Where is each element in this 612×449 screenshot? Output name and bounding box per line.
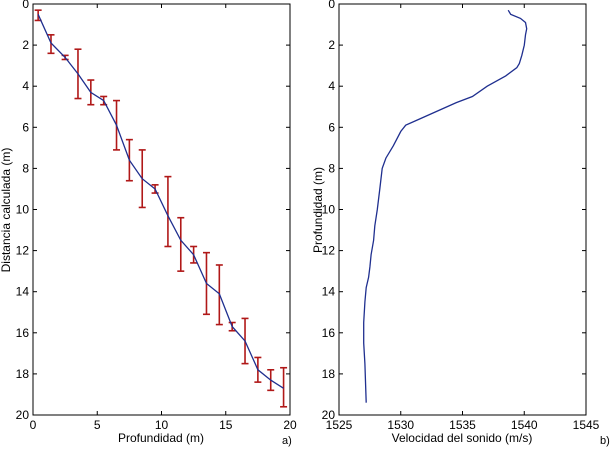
panel-b-x-axis-label: Velocidad del sonido (m/s): [392, 431, 533, 445]
panel-b-y-tick-label: 2: [328, 38, 335, 52]
panel-a-y-tick-label: 20: [16, 408, 30, 422]
panel-a-chart: Profundidad (m) Distancia calculada (m) …: [0, 0, 297, 447]
panel-a-x-tick-label: 20: [283, 418, 297, 432]
panel-a-x-axis-label: Profundidad (m): [118, 431, 204, 445]
panel-b-chart: Velocidad del sonido (m/s) Profundidad (…: [311, 0, 610, 447]
panel-a-error-bar: [164, 175, 172, 248]
panel-b-y-tick-label: 6: [328, 120, 335, 134]
panel-a-x-tick-label: 0: [30, 418, 37, 432]
panel-a-series-line: [37, 14, 284, 389]
panel-b-y-tick-label: 8: [328, 161, 335, 175]
panel-b-y-tick-label: 20: [322, 408, 336, 422]
panel-a-y-tick-label: 8: [22, 161, 29, 175]
panel-b-x-tick-label: 1525: [326, 418, 353, 432]
panel-b-series-line: [363, 9, 528, 403]
panel-b-y-tick-label: 10: [322, 203, 336, 217]
panel-a-y-tick-label: 2: [22, 38, 29, 52]
panel-a-error-bar: [280, 366, 288, 408]
panel-b-y-tick-label: 18: [322, 367, 336, 381]
panel-b-x-tick-label: 1540: [511, 418, 538, 432]
panel-b-x-tick-label: 1535: [449, 418, 476, 432]
panel-a-y-tick-label: 18: [16, 367, 30, 381]
panel-a-y-tick-label: 4: [22, 79, 29, 93]
panel-b-plot-area: [338, 3, 587, 416]
panel-a-y-tick-label: 16: [16, 326, 30, 340]
panel-b-y-tick-label: 0: [328, 0, 335, 11]
panel-b-x-tick-label: 1545: [573, 418, 600, 432]
panel-a-y-tick-label: 12: [16, 244, 30, 258]
panel-b-y-tick-label: 16: [322, 326, 336, 340]
panel-a-y-axis-label: Distancia calculada (m): [0, 148, 13, 273]
panel-a-error-bar: [177, 216, 185, 272]
panel-a-x-tick-label: 15: [219, 418, 233, 432]
panel-b-y-tick-label: 12: [322, 244, 336, 258]
panel-a-y-tick-label: 6: [22, 120, 29, 134]
panel-b-y-tick-label: 14: [322, 285, 336, 299]
panel-b-tag: b): [600, 435, 610, 447]
panel-b-y-tick-label: 4: [328, 79, 335, 93]
panel-a-error-bar: [47, 34, 55, 55]
panel-a-y-tick-label: 14: [16, 285, 30, 299]
panel-a-y-tick-label: 10: [16, 203, 30, 217]
panel-a-x-tick-label: 10: [155, 418, 169, 432]
panel-a-x-tick-label: 5: [94, 418, 101, 432]
panel-a-tag: a): [282, 435, 292, 447]
panel-b-y-axis-label: Profundidad (m): [311, 167, 325, 253]
panel-a-y-tick-label: 0: [22, 0, 29, 11]
panel-b-x-tick-label: 1530: [387, 418, 414, 432]
